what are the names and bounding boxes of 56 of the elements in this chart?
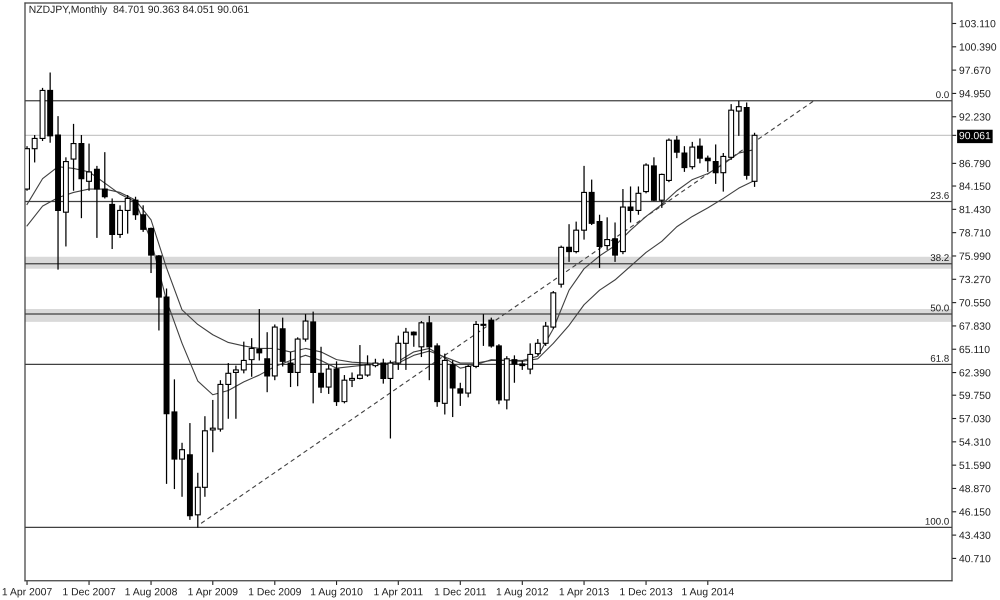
y-tick-label: 90.061 xyxy=(959,132,990,140)
y-tick-label: 54.310 xyxy=(959,438,990,446)
y-tick-label: 86.790 xyxy=(959,160,990,168)
y-tick-label: 48.870 xyxy=(959,484,990,492)
y-tick-label: 73.270 xyxy=(959,276,990,284)
x-tick-label: 1 Aug 2014 xyxy=(682,588,734,598)
candlestick xyxy=(102,152,108,200)
y-tick-label: 78.710 xyxy=(959,229,990,237)
y-tick-label: 62.390 xyxy=(959,369,990,376)
candlestick xyxy=(264,332,270,393)
candlestick xyxy=(612,222,618,263)
x-tick-label: 1 Aug 2010 xyxy=(310,588,362,598)
x-tick-label: 1 Dec 2013 xyxy=(620,588,672,596)
candlestick xyxy=(635,186,642,216)
chart-title: NZDJPY,Monthly 84.701 90.363 84.051 90.061 xyxy=(30,5,249,16)
y-tick-label: 81.430 xyxy=(959,206,990,214)
candlestick xyxy=(225,362,232,420)
candlestick xyxy=(256,308,262,362)
annotation: 23.6 xyxy=(930,192,949,199)
x-tick-label: 1 Dec 2007 xyxy=(63,588,116,596)
y-tick-label: 100.390 xyxy=(960,43,996,51)
y-tick-label: 59.750 xyxy=(959,392,990,400)
y-tick-label: 46.150 xyxy=(959,508,990,516)
annotation: 38.2 xyxy=(930,254,949,262)
candlestick xyxy=(70,123,77,192)
x-tick-label: 1 Aug 2008 xyxy=(125,588,177,598)
y-tick-label: 40.710 xyxy=(959,554,990,562)
candlestick xyxy=(248,338,255,378)
y-tick-label: 51.590 xyxy=(959,462,990,470)
annotation: 100.0 xyxy=(926,518,949,525)
y-tick-label: 67.830 xyxy=(959,322,990,330)
annotation: 50.0 xyxy=(930,304,949,312)
candlestick xyxy=(240,340,247,374)
x-tick-label: 1 Aug 2012 xyxy=(496,588,548,598)
annotation: 61.8 xyxy=(930,354,949,362)
y-tick-label: 97.670 xyxy=(959,66,990,74)
y-tick-label: 57.030 xyxy=(959,415,990,422)
candlestick xyxy=(94,165,100,239)
y-tick-label: 75.990 xyxy=(959,252,990,260)
candlestick xyxy=(232,365,239,420)
candlestick xyxy=(674,135,680,159)
x-tick-label: 1 Dec 2011 xyxy=(434,588,486,596)
candlestick xyxy=(681,146,688,173)
y-tick-label: 70.550 xyxy=(959,299,990,306)
x-tick-label: 1 Apr 2011 xyxy=(374,588,423,598)
y-tick-label: 43.430 xyxy=(959,532,990,539)
x-tick-label: 1 Apr 2013 xyxy=(560,588,609,598)
y-tick-label: 65.110 xyxy=(959,346,990,354)
x-tick-label: 1 Apr 2007 xyxy=(2,588,52,598)
annotation: 0.0 xyxy=(936,91,949,98)
x-tick-label: 1 Apr 2009 xyxy=(188,588,238,598)
y-tick-label: 103.110 xyxy=(960,20,996,28)
y-tick-label: 92.230 xyxy=(959,113,990,121)
x-tick-label: 1 Dec 2009 xyxy=(248,588,301,596)
y-tick-label: 94.950 xyxy=(959,90,990,98)
y-tick-label: 84.150 xyxy=(959,182,990,190)
